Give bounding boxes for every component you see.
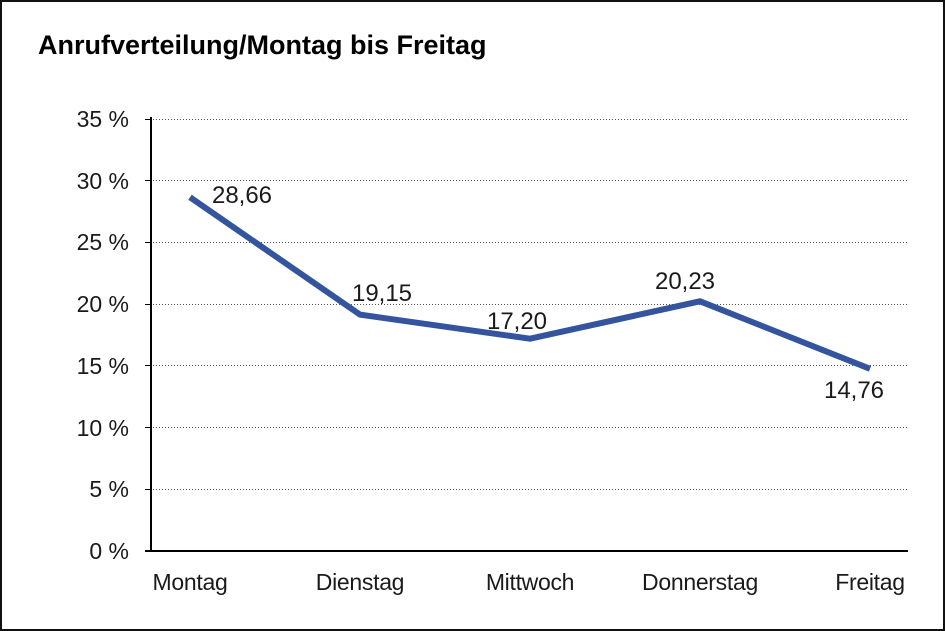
y-tick-label: 20 % — [76, 291, 129, 318]
chart-title: Anrufverteilung/Montag bis Freitag — [38, 30, 487, 60]
y-axis-tick — [145, 118, 150, 120]
x-category-label: Mittwoch — [485, 569, 575, 595]
data-point-label: 20,23 — [654, 268, 716, 296]
gridline — [150, 241, 908, 243]
gridline — [150, 365, 908, 367]
x-category-label: Dienstag — [315, 569, 405, 595]
y-tick-label: 0 % — [89, 538, 129, 564]
gridline — [150, 303, 908, 305]
y-axis-line — [150, 117, 152, 551]
x-category-label: Donnerstag — [642, 569, 758, 595]
y-axis-tick — [145, 488, 150, 490]
y-axis-tick — [145, 365, 150, 367]
x-axis-line — [145, 550, 908, 552]
y-tick-label: 10 % — [76, 414, 129, 441]
y-tick-label: 15 % — [76, 352, 129, 379]
data-point-label: 28,66 — [211, 182, 273, 210]
y-tick-label: 35 % — [76, 106, 129, 132]
y-tick-label: 25 % — [76, 229, 129, 256]
y-tick-label: 5 % — [89, 476, 129, 503]
series-line — [188, 194, 872, 372]
data-point-label: 19,15 — [351, 279, 413, 307]
y-axis-tick — [145, 427, 150, 429]
y-axis-tick — [145, 303, 150, 305]
gridline — [150, 488, 908, 490]
data-point-label: 17,20 — [486, 307, 548, 335]
gridline — [150, 180, 908, 182]
gridline — [150, 427, 908, 429]
y-tick-label: 30 % — [76, 167, 129, 194]
y-axis-tick — [145, 180, 150, 182]
x-category-label: Freitag — [835, 569, 905, 595]
gridline — [150, 118, 908, 120]
y-axis-tick — [145, 241, 150, 243]
data-point-label: 14,76 — [823, 376, 885, 404]
x-category-label: Montag — [152, 569, 228, 595]
